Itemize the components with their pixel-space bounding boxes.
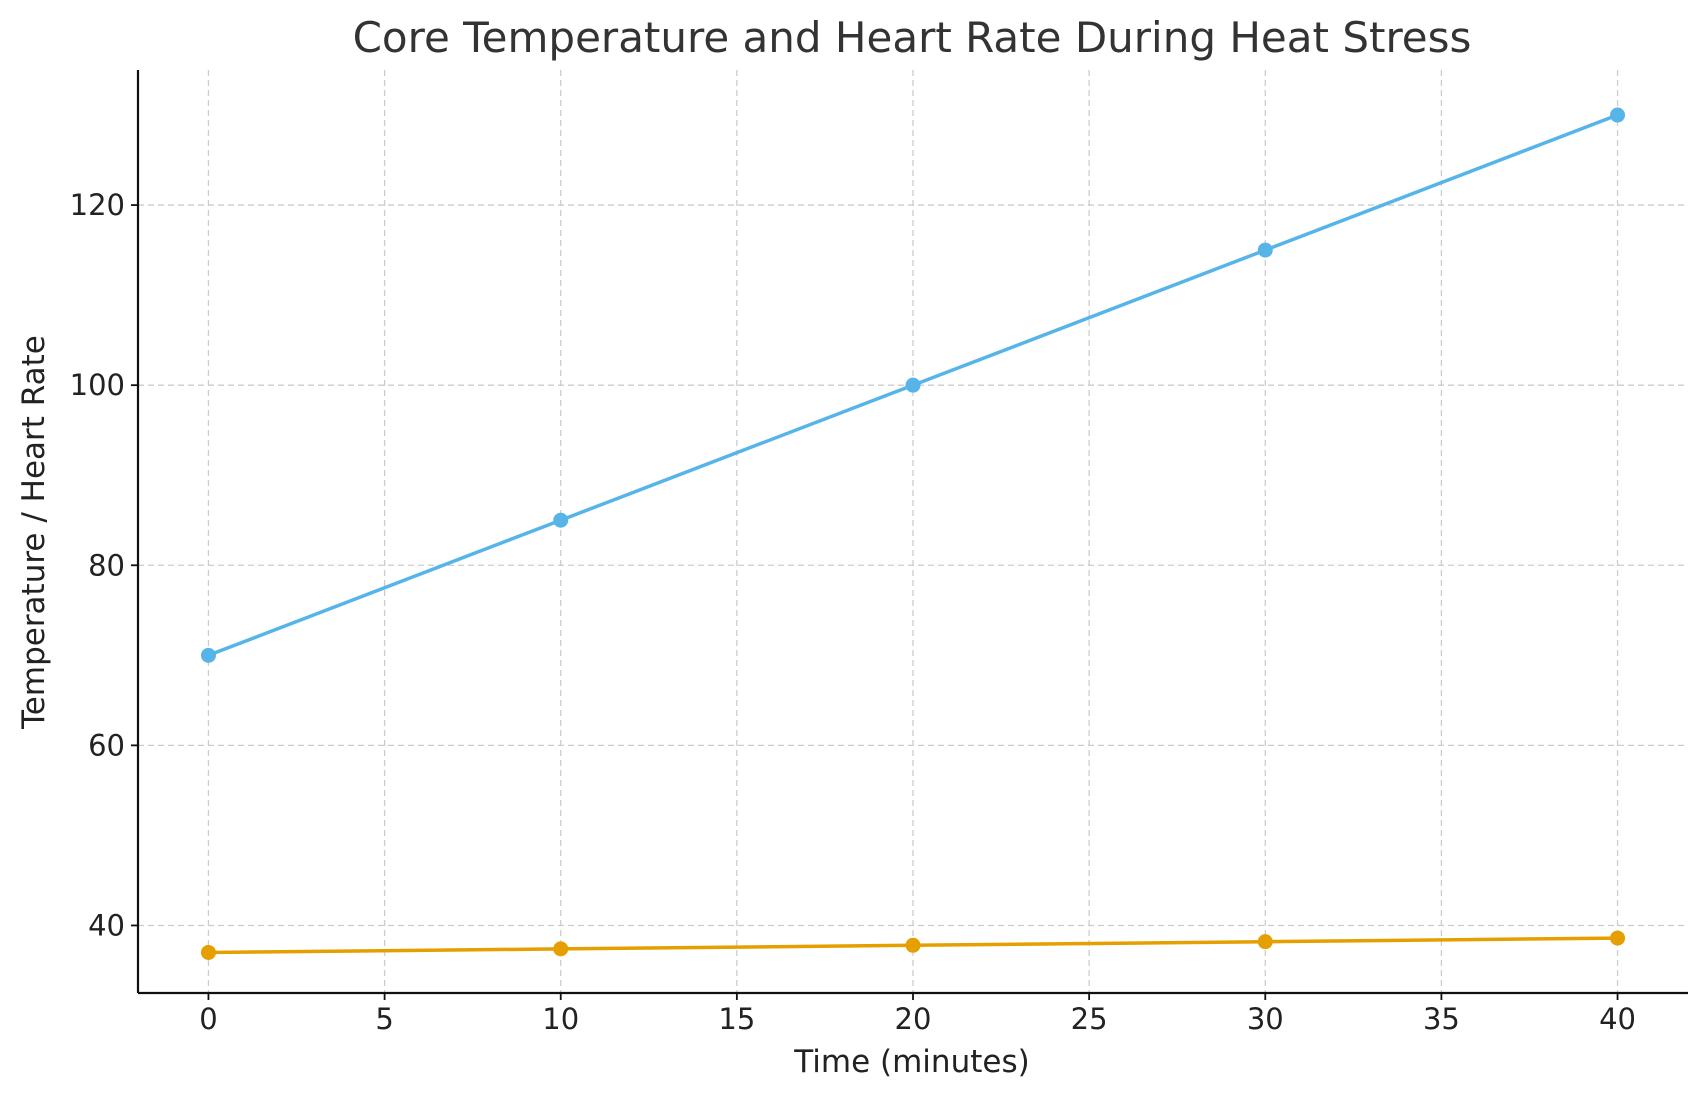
series-2-point	[1257, 934, 1273, 950]
y-tick-label: 60	[88, 728, 125, 762]
series-2-point	[553, 941, 569, 957]
y-axis-label: Temperature / Heart Rate	[16, 335, 52, 730]
series-1-point	[1610, 107, 1626, 123]
series-2-point	[200, 944, 216, 960]
x-tick-label: 0	[199, 1002, 217, 1036]
series-2-point	[1610, 930, 1626, 946]
x-tick-label: 25	[1071, 1002, 1108, 1036]
y-tick-label: 120	[70, 188, 125, 222]
x-tick-label: 15	[718, 1002, 755, 1036]
series-layer	[200, 107, 1626, 960]
series-1-point	[200, 647, 216, 663]
x-tick-label: 20	[895, 1002, 932, 1036]
chart-title: Core Temperature and Heart Rate During H…	[353, 13, 1472, 62]
grid	[138, 70, 1688, 993]
x-tick-label: 5	[375, 1002, 393, 1036]
x-axis-label: Time (minutes)	[793, 1044, 1029, 1080]
y-tick-label: 80	[88, 548, 125, 582]
ticks: 0 5 10 15 20 25 30 35 40 40 60 80 100 120	[70, 188, 1636, 1036]
x-tick-label: 35	[1423, 1002, 1460, 1036]
series-1-point	[553, 512, 569, 528]
y-tick-label: 40	[88, 908, 125, 942]
x-tick-label: 30	[1247, 1002, 1284, 1036]
series-1-point	[1257, 242, 1273, 258]
x-tick-label: 40	[1599, 1002, 1636, 1036]
x-tick-label: 10	[542, 1002, 579, 1036]
series-1-point	[905, 377, 921, 393]
series-2-point	[905, 937, 921, 953]
y-tick-label: 100	[70, 368, 125, 402]
